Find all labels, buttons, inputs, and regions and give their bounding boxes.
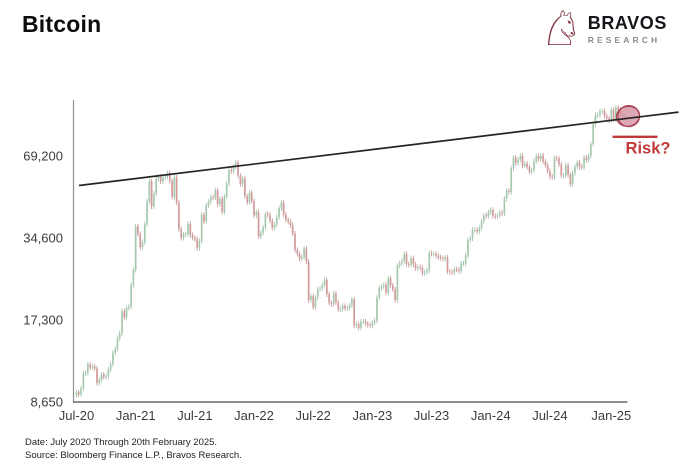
footnote-source: Source: Bloomberg Finance L.P., Bravos R… xyxy=(25,449,242,461)
page-title: Bitcoin xyxy=(22,11,102,37)
y-tick-label: 17,300 xyxy=(23,313,63,328)
x-axis: Jul-20 Jan-21 Jul-21 Jan-22 Jul-22 Jan-23 Jul-… xyxy=(59,401,631,423)
y-tick-label: 69,200 xyxy=(23,149,63,164)
x-tick-label: Jul-20 xyxy=(59,408,94,423)
chart-footnote: Date: July 2020 Through 20th February 20… xyxy=(25,437,242,462)
x-tick-label: Jan-23 xyxy=(353,408,393,423)
logo-subtitle: RESEARCH xyxy=(587,34,661,45)
candlestick-series xyxy=(75,104,626,398)
x-tick-label: Jul-21 xyxy=(177,408,212,423)
bravos-research-logo: ♘ BRAVOS RESEARCH xyxy=(540,1,667,57)
risk-label: Risk? xyxy=(626,139,671,157)
y-tick-label: 8,650 xyxy=(30,395,63,410)
x-tick-label: Jan-22 xyxy=(234,408,274,423)
x-tick-label: Jul-23 xyxy=(414,408,449,423)
trend-line xyxy=(78,111,679,187)
logo-text: BRAVOS RESEARCH xyxy=(588,14,667,45)
footnote-date: Date: July 2020 Through 20th February 20… xyxy=(25,437,218,448)
y-tick-label: 34,600 xyxy=(23,231,63,246)
y-axis: 8,650 17,300 34,600 69,200 xyxy=(23,100,75,410)
logo-brand: BRAVOS xyxy=(587,12,667,33)
risk-ellipse xyxy=(615,104,641,128)
x-tick-label: Jul-22 xyxy=(295,408,330,423)
x-tick-label: Jan-21 xyxy=(116,408,156,423)
x-tick-label: Jul-24 xyxy=(532,408,567,423)
x-tick-label: Jan-25 xyxy=(591,408,631,423)
x-tick-label: Jan-24 xyxy=(471,408,511,423)
